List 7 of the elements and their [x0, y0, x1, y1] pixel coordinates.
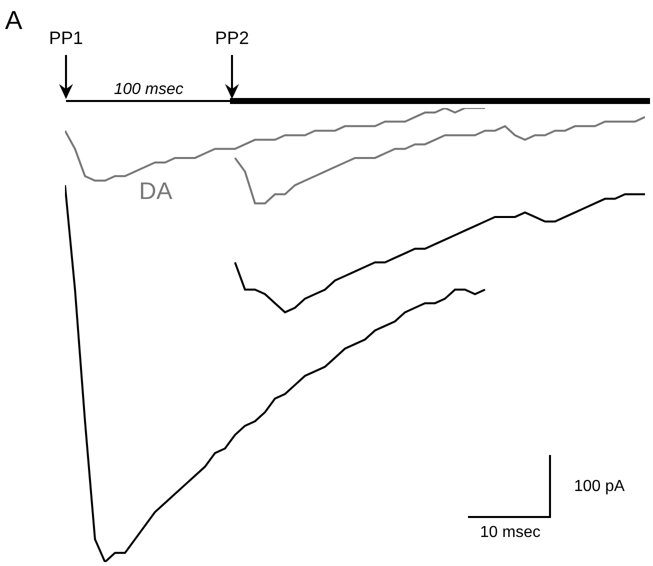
text: A	[5, 5, 23, 35]
text: 100 msec	[114, 81, 184, 98]
text: PP2	[215, 28, 250, 48]
text: PP1	[49, 28, 84, 48]
annotation: 100 pA	[574, 478, 626, 495]
annotation: 10 msec	[480, 524, 540, 541]
series-label: DA	[139, 178, 172, 205]
